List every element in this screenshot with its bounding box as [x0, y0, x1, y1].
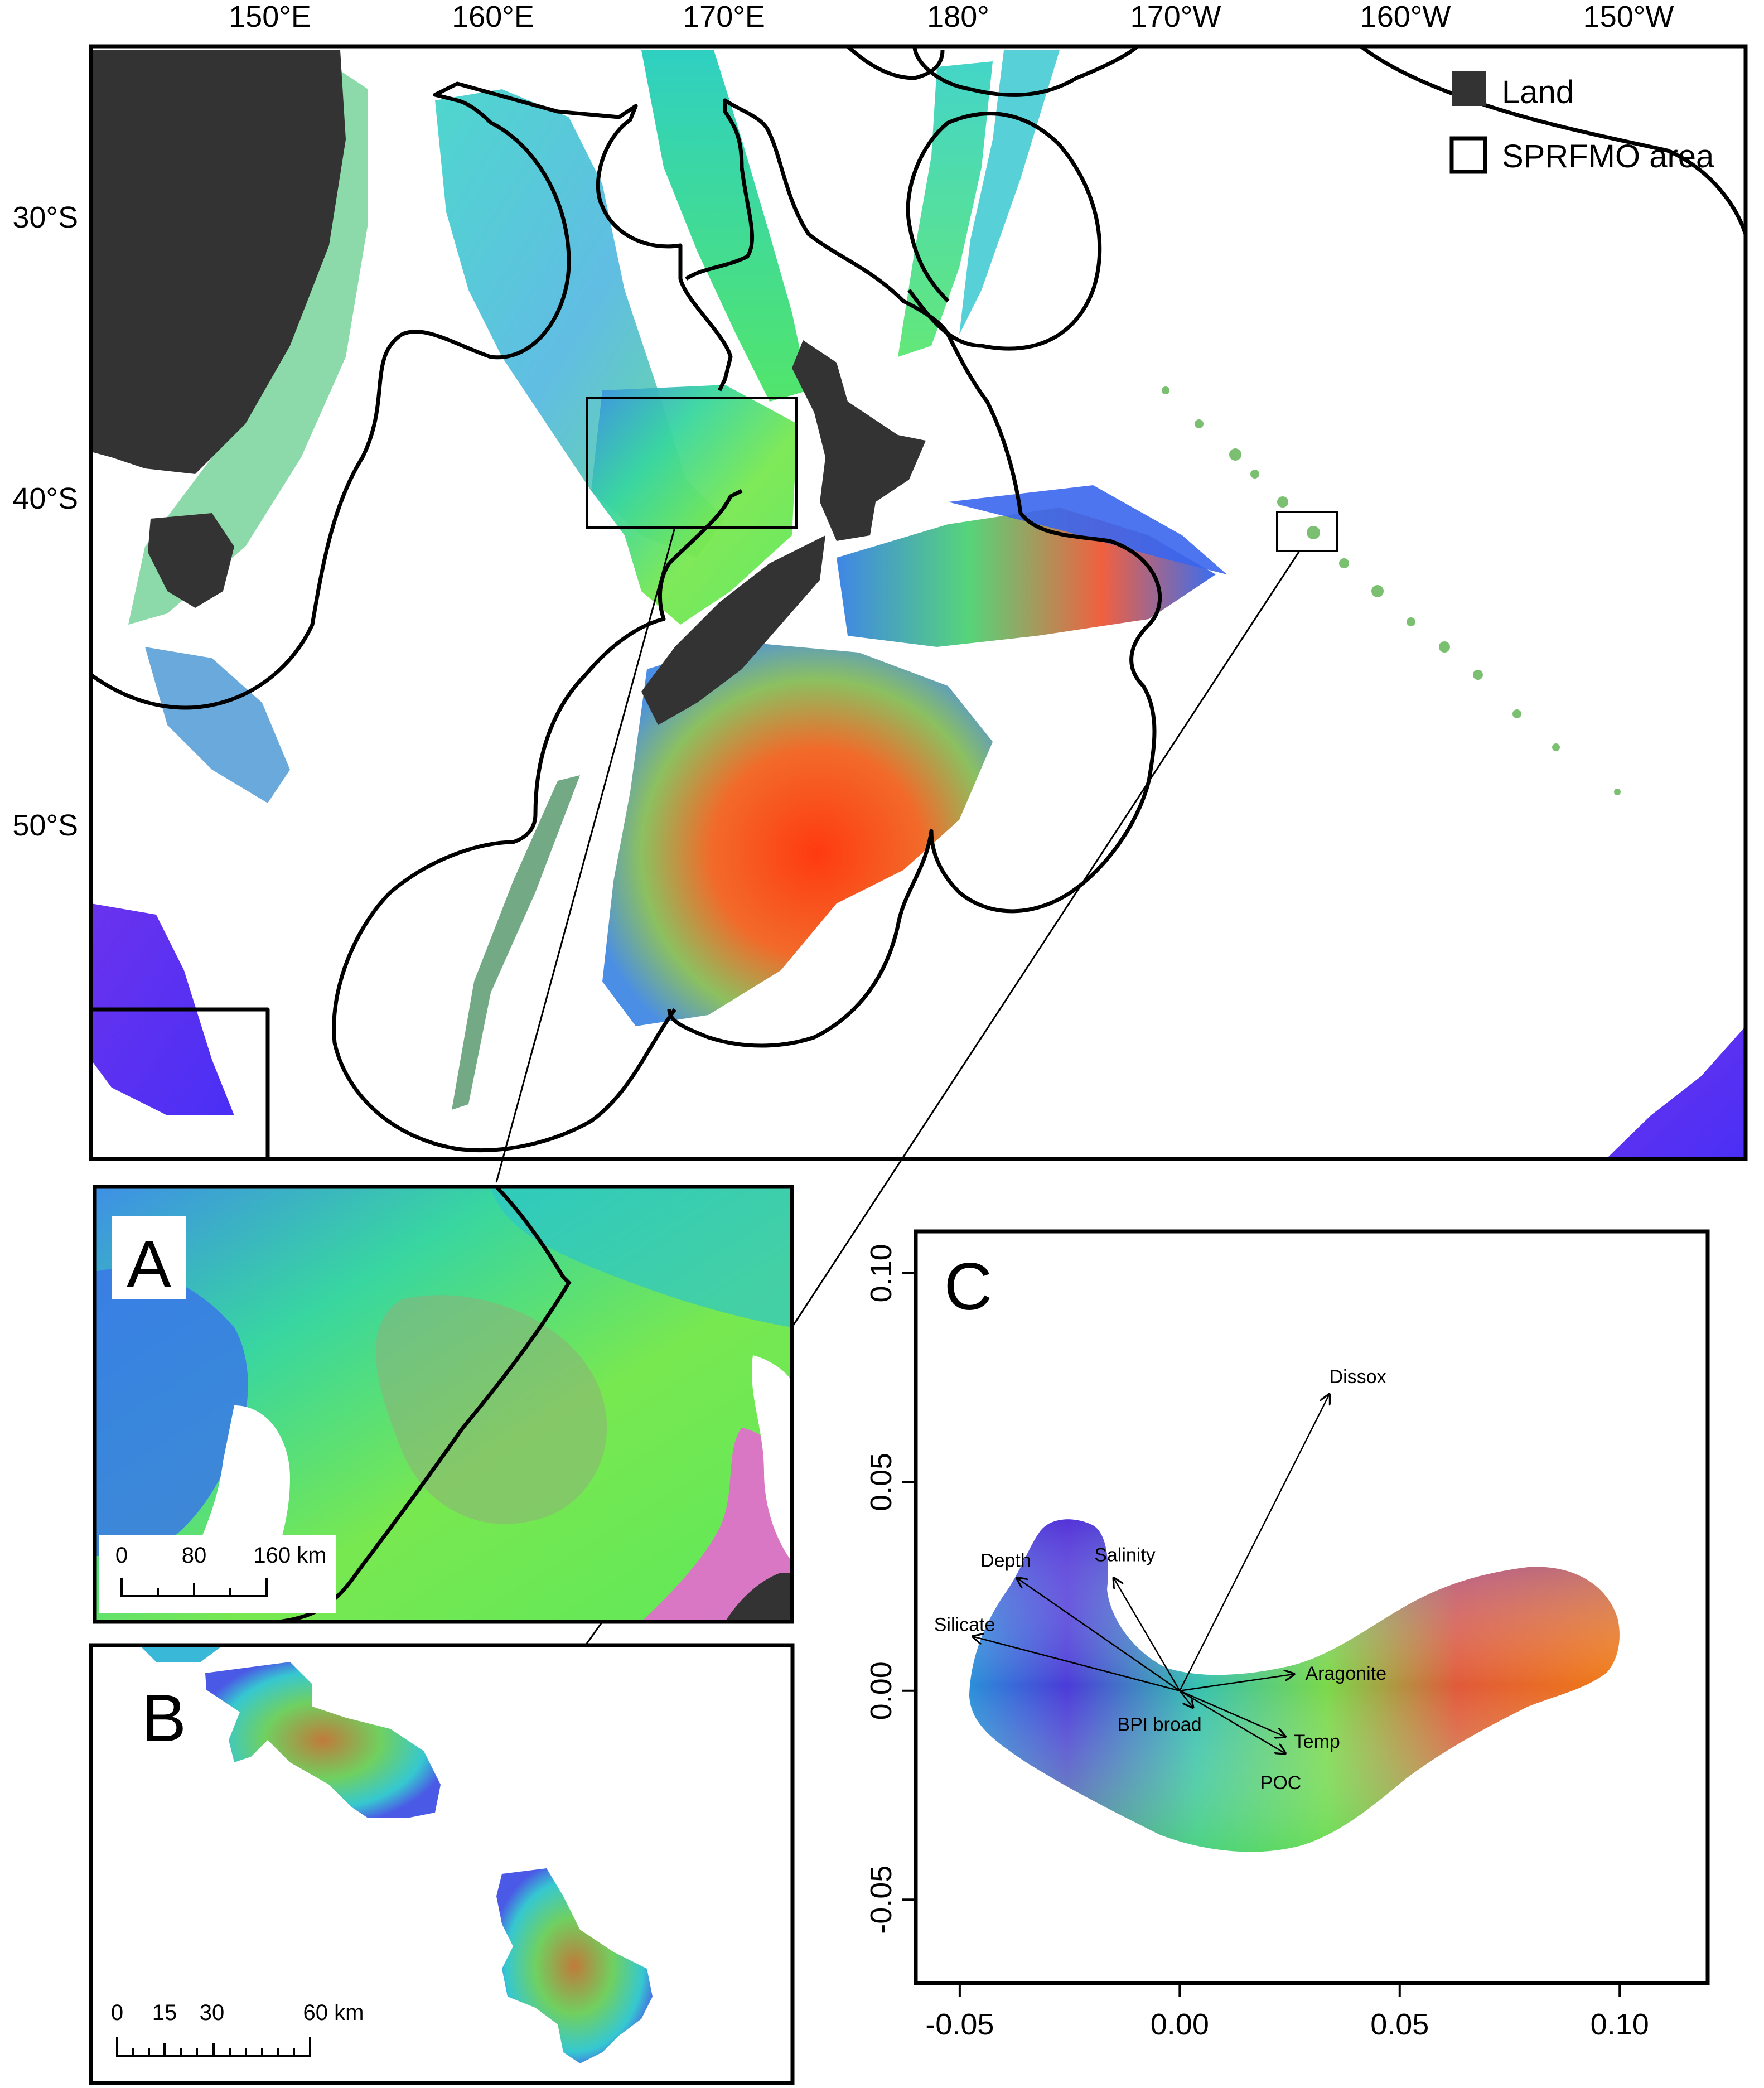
loading-vector [1114, 1578, 1181, 1691]
lon-label: 160°W [1360, 0, 1451, 33]
x-tick-label: -0.05 [925, 2008, 994, 2041]
southern-deep-east [1606, 1026, 1746, 1159]
lat-label: 40°S [12, 482, 78, 515]
main-map: 150°E 160°E 170°E 180° 170°W 160°W 150°W… [12, 0, 1748, 1161]
legend-land-swatch [1452, 71, 1486, 106]
loading-vector [1179, 1690, 1193, 1708]
south-tasman-rise [145, 647, 290, 803]
scale-tick-label: 160 km [253, 1543, 326, 1568]
loading-vector [1179, 1394, 1329, 1691]
inset-a-land [725, 1573, 792, 1622]
inset-a-locator [586, 397, 798, 529]
inset-b-locator [1276, 511, 1338, 552]
inset-a-scale-bg [99, 1535, 336, 1613]
loading-vector [973, 1636, 1180, 1691]
loading-vector-label: Temp [1294, 1731, 1340, 1752]
loading-vector-label: Aragonite [1305, 1663, 1386, 1684]
x-axis: -0.05 0.00 0.05 0.10 [925, 1983, 1649, 2041]
kermadec-ridge [898, 61, 993, 357]
connector-lines [495, 527, 1301, 1646]
inset-a-letter: A [127, 1227, 171, 1302]
macquarie-ridge [452, 775, 580, 1110]
sprfmo-boundary [91, 46, 1746, 1159]
loading-vector-label: Dissox [1330, 1366, 1386, 1388]
legend-sprfmo-label: SPRFMO area [1502, 138, 1714, 175]
y-axis: -0.05 0.00 0.05 0.10 [864, 1244, 916, 1934]
inset-b-background [91, 1645, 792, 2083]
inset-a-letter-bg [112, 1216, 186, 1299]
lon-label: 170°W [1130, 0, 1221, 33]
y-tick-label: 0.05 [864, 1453, 898, 1511]
legend-sprfmo-swatch [1449, 136, 1487, 174]
inset-a-teal [491, 1187, 792, 1327]
loading-vector-label: BPI broad [1117, 1714, 1201, 1736]
inset-b: B 0 15 30 60 km [89, 1643, 795, 2085]
inset-a-coast [751, 1355, 792, 1562]
inset-a-frame [93, 1185, 794, 1624]
legend-land-label: Land [1502, 74, 1574, 110]
nz-south-island [641, 535, 825, 725]
x-tick-label: 0.10 [1591, 2008, 1649, 2041]
legend: Land SPRFMO area [1449, 71, 1714, 175]
loading-vector-label: POC [1260, 1772, 1302, 1794]
lon-label: 170°E [683, 0, 765, 33]
scale-tick-label: 0 [111, 2000, 123, 2025]
x-tick-label: 0.00 [1151, 2008, 1209, 2041]
lat-labels: 30°S 40°S 50°S [12, 201, 78, 842]
scale-tick-label: 15 [152, 2000, 177, 2025]
seamount-1 [205, 1662, 441, 1818]
inset-a-boundary [278, 1187, 572, 1622]
lat-label: 30°S [12, 201, 78, 234]
loading-vector-label: Silicate [934, 1614, 995, 1635]
panel-c: C -0.05 0.00 0.05 0.10 -0.05 0.00 0.05 0.10 Di… [864, 1229, 1710, 2041]
nz-north-island [792, 340, 926, 541]
lon-label: 150°W [1583, 0, 1674, 33]
australia-land [91, 50, 346, 474]
challenger-plateau [591, 385, 798, 625]
inset-a-deep-west [95, 1268, 248, 1556]
lon-label: 150°E [229, 0, 311, 33]
inset-b-scale-bar: 0 15 30 60 km [111, 2000, 364, 2057]
loading-vector [1179, 1690, 1285, 1737]
inset-b-frame [89, 1643, 795, 2085]
pca-point-cloud-shade [969, 1519, 1620, 1852]
y-tick-label: 0.10 [864, 1244, 898, 1302]
seamount-chain [1162, 386, 1621, 795]
loading-vector-label: Salinity [1094, 1545, 1156, 1566]
tonga-ridge [959, 50, 1060, 335]
panel-c-frame [914, 1229, 1710, 1985]
lon-label: 180° [927, 0, 989, 33]
loading-vector [1017, 1578, 1181, 1691]
loading-vector [1179, 1690, 1285, 1753]
panel-c-letter: C [944, 1249, 993, 1324]
inset-b-edge [139, 1645, 223, 1662]
inset-a: A 0 80 160 km [93, 1185, 794, 1624]
loading-vector-label: Depth [980, 1550, 1031, 1572]
main-map-frame [89, 44, 1748, 1161]
campbell-plateau [602, 641, 993, 1026]
scale-tick-label: 60 km [303, 2000, 364, 2025]
norfolk-ridge [641, 50, 809, 402]
inset-a-scale-bar: 0 80 160 km [115, 1543, 327, 1597]
y-tick-label: -0.05 [864, 1865, 898, 1934]
lat-label: 50°S [12, 809, 78, 842]
x-tick-label: 0.05 [1370, 2008, 1429, 2041]
scale-tick-label: 30 [200, 2000, 225, 2025]
bathymetry-layer [91, 50, 1746, 1159]
inset-a-shelf-pink [641, 1428, 792, 1622]
inset-b-letter: B [142, 1681, 186, 1756]
loading-vector [1180, 1674, 1294, 1692]
tasmania-land [148, 513, 234, 608]
loading-vectors: Dissox Depth Salinity Silicate Aragonite BPI … [934, 1366, 1386, 1794]
lon-labels: 150°E 160°E 170°E 180° 170°W 160°W 150°W [229, 0, 1674, 33]
seamount-2 [496, 1868, 653, 2063]
scale-tick-label: 0 [115, 1543, 128, 1568]
scale-tick-label: 80 [182, 1543, 207, 1568]
lon-label: 160°E [452, 0, 534, 33]
y-tick-label: 0.00 [864, 1661, 898, 1720]
